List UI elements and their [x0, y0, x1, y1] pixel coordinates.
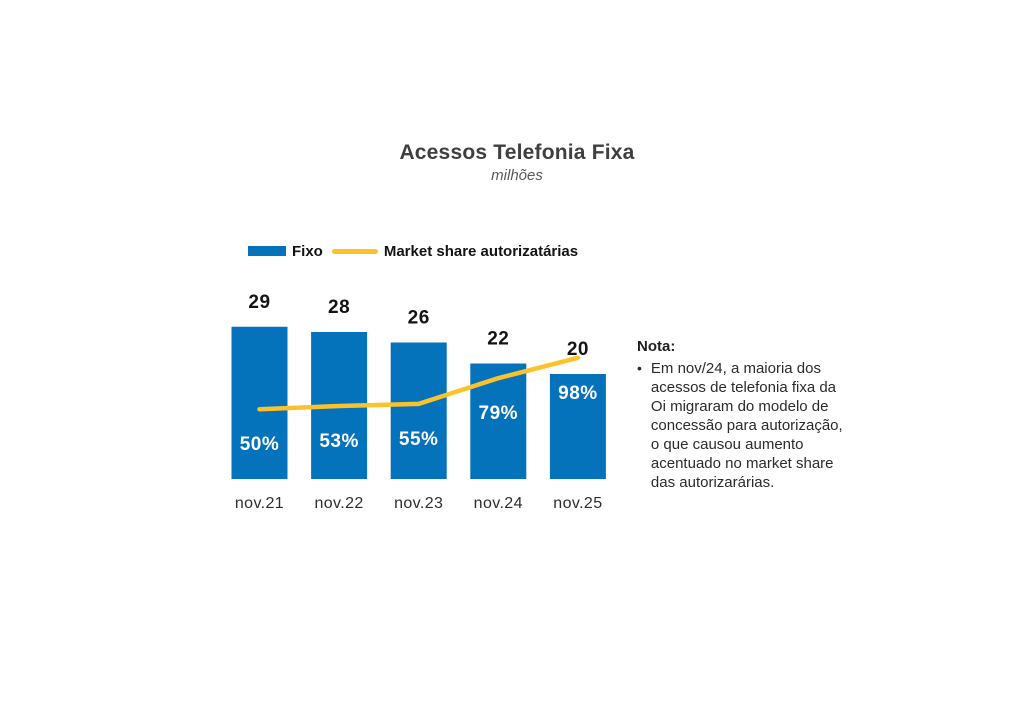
chart-title: Acessos Telefonia Fixa — [399, 141, 635, 164]
note-heading: Nota: — [637, 338, 676, 355]
x-axis-label: nov.21 — [235, 495, 284, 512]
bar-value-label: 28 — [328, 297, 350, 318]
legend-line-swatch — [331, 248, 378, 254]
market-share-label: 98% — [558, 383, 598, 404]
market-share-label: 50% — [240, 434, 280, 455]
note-list: Em nov/24, a maioria dos acessos de tele… — [637, 359, 855, 492]
x-axis-label: nov.22 — [314, 495, 363, 512]
bar-nov.21 — [231, 326, 288, 479]
bar-value-label: 22 — [487, 329, 509, 350]
market-share-label: 55% — [399, 429, 439, 450]
x-axis-label: nov.25 — [553, 495, 602, 512]
market-share-label: 53% — [319, 431, 359, 452]
x-axis-label: nov.23 — [394, 495, 443, 512]
legend-market-share-label: Market share autorizatárias — [383, 242, 579, 260]
legend-fixo-label: Fixo — [292, 242, 323, 260]
note-item: Em nov/24, a maioria dos acessos de tele… — [637, 359, 855, 492]
bar-nov.25 — [549, 374, 606, 479]
legend-bar-swatch — [248, 246, 286, 256]
bar-nov.23 — [390, 342, 447, 479]
bar-value-label: 26 — [408, 308, 430, 329]
bar-value-label: 20 — [567, 339, 589, 360]
market-share-line — [257, 355, 581, 412]
bar-value-label: 29 — [248, 292, 270, 313]
market-share-label: 79% — [479, 403, 519, 424]
chart-legend: Fixo Market share autorizatárias — [248, 242, 578, 260]
note-panel: Nota: Em nov/24, a maioria dos acessos d… — [637, 338, 855, 492]
chart-subtitle: milhões — [491, 167, 543, 184]
chart-header: Acessos Telefonia Fixa milhões — [267, 141, 767, 184]
x-axis-label: nov.24 — [474, 495, 523, 512]
